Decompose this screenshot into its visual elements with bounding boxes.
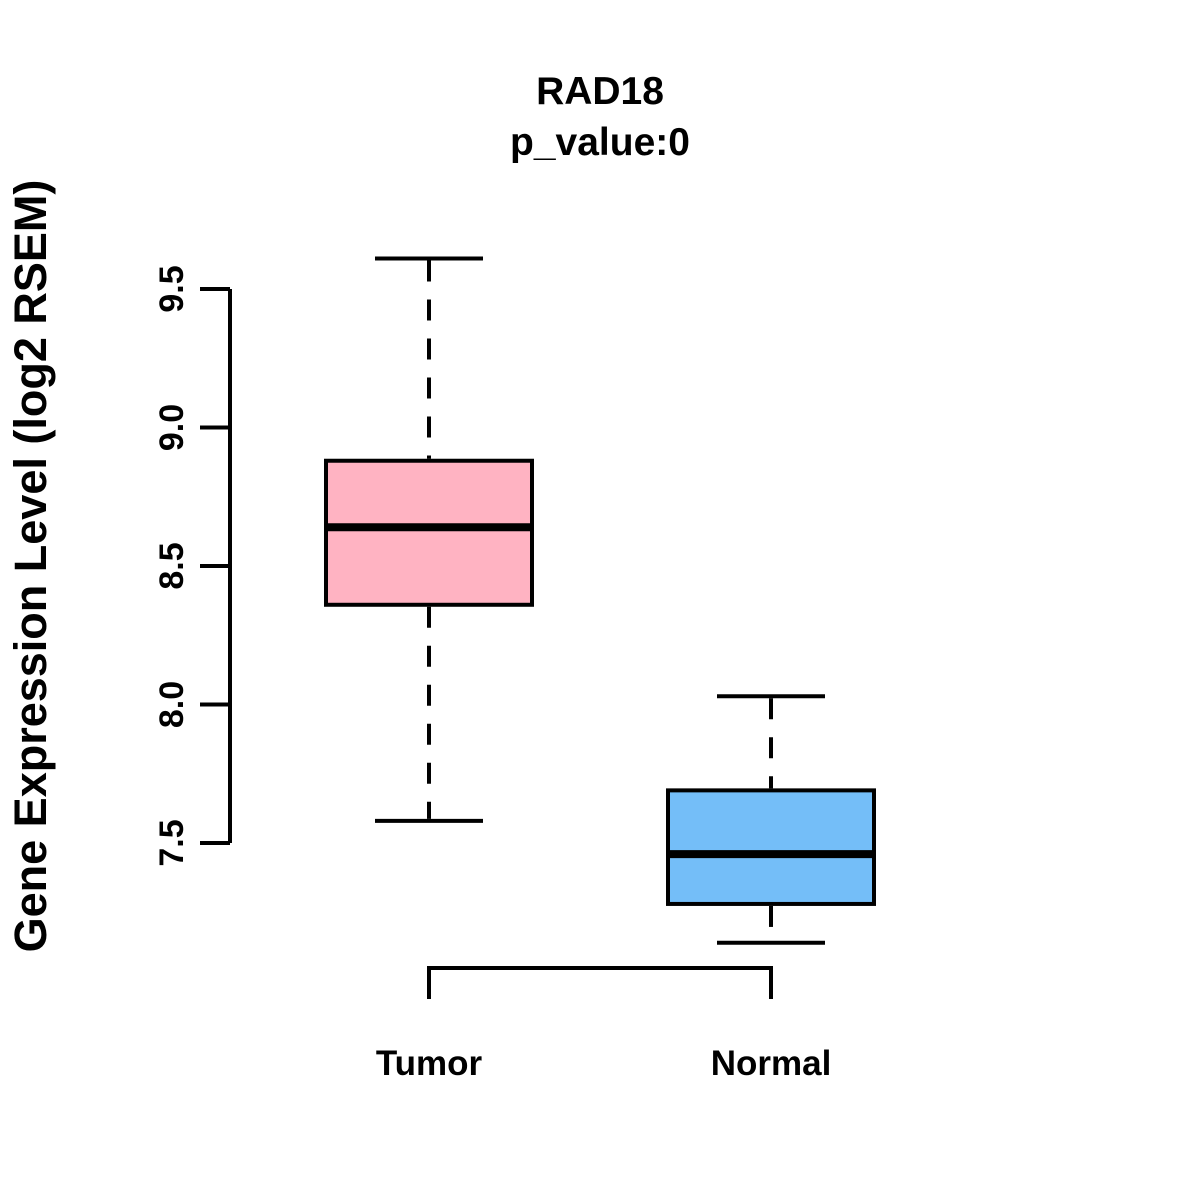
x-axis-line [427,966,773,999]
boxes [324,256,876,945]
y-axis: 7.5 8.0 8.5 9.0 9.5 [153,265,232,867]
y-axis-tick-label: 8.5 [153,542,191,589]
tumor-boxplot [324,256,534,823]
normal-boxplot [666,694,876,945]
x-axis: Tumor Normal [376,966,832,1083]
x-axis-label-normal: Normal [711,1044,832,1083]
y-axis-tick-label: 9.5 [153,265,191,312]
normal-box [666,788,876,906]
chart-subtitle: p_value:0 [510,121,690,164]
chart-title: RAD18 [536,70,664,113]
y-axis-tick-label: 9.0 [153,404,191,451]
x-axis-label-tumor: Tumor [376,1044,483,1083]
tumor-box [324,458,534,607]
y-axis-title: Gene Expression Level (log2 RSEM) [5,180,56,953]
y-axis-tick-label: 8.0 [153,681,191,728]
y-axis-tick-label: 7.5 [153,819,191,866]
